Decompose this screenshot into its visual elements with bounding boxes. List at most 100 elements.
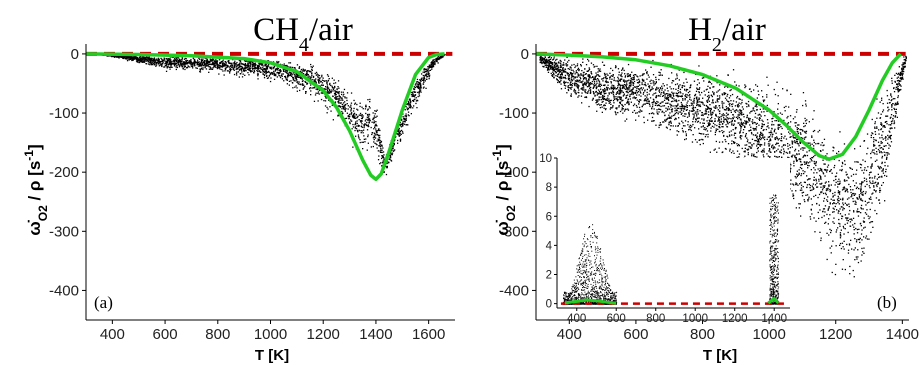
scatter-point (766, 94, 768, 96)
scatter-point (706, 108, 709, 110)
scatter-point (882, 131, 884, 133)
scatter-point (685, 109, 688, 111)
scatter-point (638, 78, 640, 80)
scatter-point (398, 134, 400, 136)
scatter-point (622, 105, 624, 107)
scatter-point (406, 107, 408, 109)
scatter-point (185, 67, 188, 69)
scatter-point (193, 59, 195, 61)
scatter-point (382, 156, 385, 159)
scatter-point (118, 55, 120, 57)
scatter-point (618, 79, 621, 82)
scatter-point (316, 88, 319, 90)
scatter-point (652, 112, 654, 114)
scatter-point (212, 58, 214, 60)
scatter-point (633, 91, 635, 94)
scatter-point (836, 209, 838, 211)
scatter-point (558, 62, 560, 64)
scatter-point (326, 89, 329, 92)
scatter-point (577, 91, 579, 94)
scatter-point (686, 102, 688, 104)
scatter-point (774, 155, 776, 157)
scatter-point (254, 65, 256, 67)
scatter-point (885, 152, 887, 154)
scatter-point (567, 77, 569, 79)
scatter-point (560, 65, 562, 67)
scatter-point (265, 65, 267, 67)
scatter-point (769, 138, 771, 140)
scatter-point (390, 159, 392, 162)
scatter-point (586, 70, 588, 72)
scatter-point (625, 108, 627, 110)
scatter-point (618, 96, 620, 98)
scatter-point (296, 90, 298, 92)
scatter-point (843, 240, 845, 242)
scatter-point (882, 170, 884, 172)
scatter-point (254, 68, 257, 70)
scatter-point (234, 65, 236, 67)
scatter-point (439, 58, 441, 60)
scatter-point (830, 252, 832, 254)
scatter-point (249, 69, 251, 72)
scatter-point (879, 101, 881, 103)
scatter-point (126, 56, 128, 59)
scatter-point (337, 86, 339, 88)
scatter-point (701, 133, 703, 135)
scatter-point (888, 144, 890, 146)
scatter-point (617, 112, 619, 114)
scatter-point (795, 157, 797, 159)
scatter-point (310, 71, 312, 73)
scatter-point (695, 97, 698, 99)
scatter-point (353, 112, 356, 114)
scatter-point (600, 93, 602, 95)
scatter-point (670, 116, 672, 118)
scatter-point (173, 56, 175, 58)
scatter-point (773, 131, 775, 133)
scatter-point (769, 134, 772, 136)
scatter-point (290, 66, 292, 68)
scatter-point (128, 59, 130, 61)
scatter-point (417, 86, 419, 89)
scatter-point (298, 66, 301, 68)
scatter-point (619, 85, 622, 87)
scatter-point (669, 128, 671, 131)
scatter-point (879, 166, 882, 168)
scatter-point (402, 132, 404, 134)
scatter-point (242, 73, 244, 75)
scatter-point (161, 65, 163, 68)
scatter-point (224, 63, 227, 66)
scatter-point (568, 75, 570, 77)
scatter-point (566, 65, 568, 67)
scatter-point (148, 58, 150, 60)
scatter-point (834, 194, 836, 196)
scatter-point (571, 80, 573, 82)
scatter-point (693, 99, 695, 101)
scatter-point (820, 150, 822, 152)
scatter-point (658, 71, 660, 73)
scatter-point (849, 209, 851, 212)
scatter-point (860, 189, 862, 192)
scatter-point (354, 129, 356, 132)
scatter-point (643, 116, 645, 118)
scatter-point (827, 209, 829, 211)
scatter-point (364, 141, 366, 143)
scatter-point (221, 62, 223, 65)
scatter-point (699, 110, 701, 112)
scatter-point (665, 120, 667, 122)
scatter-point (612, 94, 615, 96)
scatter-point (325, 80, 327, 82)
scatter-point (354, 122, 357, 124)
scatter-point (616, 108, 618, 110)
scatter-point (655, 82, 657, 84)
scatter-point (576, 65, 579, 67)
scatter-point (560, 66, 563, 68)
scatter-point (382, 155, 384, 158)
scatter-point (388, 162, 390, 164)
scatter-point (684, 88, 686, 90)
scatter-point (756, 135, 758, 137)
scatter-point (808, 196, 810, 198)
scatter-point (129, 58, 132, 60)
scatter-point (229, 62, 231, 65)
scatter-point (638, 80, 641, 82)
scatter-point (853, 210, 855, 212)
